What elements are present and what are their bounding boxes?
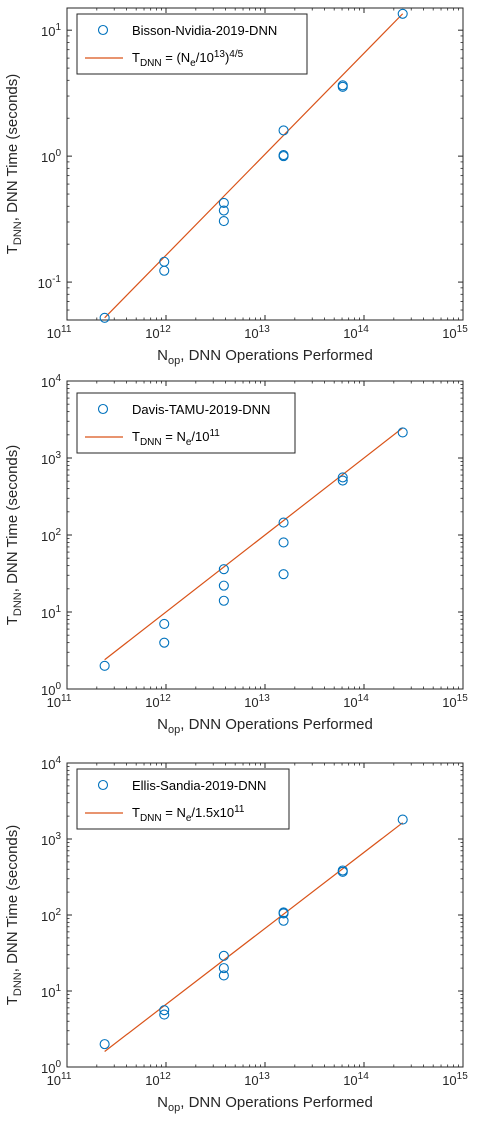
data-point xyxy=(218,950,229,961)
data-point xyxy=(159,265,170,276)
legend-marker-icon xyxy=(97,24,109,36)
data-point xyxy=(337,475,348,486)
fit-line xyxy=(104,822,404,1052)
y-tick-label: 103 xyxy=(41,450,61,467)
legend-box xyxy=(76,768,290,830)
fit-line xyxy=(104,427,404,661)
x-tick-label: 1012 xyxy=(145,324,171,341)
data-point xyxy=(278,915,289,926)
x-axis-label: Nop, DNN Operations Performed xyxy=(157,347,373,367)
x-tick-label: 1014 xyxy=(343,324,369,341)
data-point xyxy=(397,427,408,438)
y-tick-label: 100 xyxy=(41,681,61,698)
data-point xyxy=(218,197,229,208)
x-tick-label: 1014 xyxy=(343,693,369,710)
chart-panel-davis: 1011 1012 1013 1014 1015 100 101 102 103 104 Nop, … xyxy=(4,373,468,736)
legend-marker-icon xyxy=(97,779,109,791)
data-point xyxy=(159,618,170,629)
y-tick-label: 102 xyxy=(41,527,61,544)
data-point xyxy=(218,963,229,974)
data-point xyxy=(159,1009,170,1020)
legend-marker-icon xyxy=(97,403,109,415)
minor-ticks xyxy=(67,381,463,689)
y-tick-label: 101 xyxy=(41,22,61,39)
x-axis-label: Nop, DNN Operations Performed xyxy=(157,1094,373,1114)
fit-line xyxy=(104,13,404,319)
data-point xyxy=(397,814,408,825)
x-tick-label: 1013 xyxy=(244,324,270,341)
x-tick-label: 1013 xyxy=(244,1071,270,1088)
y-tick-label: 100 xyxy=(41,148,61,165)
y-tick-label: 102 xyxy=(41,907,61,924)
minor-ticks xyxy=(67,8,463,320)
y-axis-label: TDNN, DNN Time (seconds) xyxy=(4,445,24,626)
data-point xyxy=(337,866,348,877)
x-tick-label: 1012 xyxy=(145,693,171,710)
data-point xyxy=(218,580,229,591)
x-tick-label: 1014 xyxy=(343,1071,369,1088)
data-point xyxy=(159,637,170,648)
y-tick-label: 103 xyxy=(41,831,61,848)
x-axis-label: Nop, DNN Operations Performed xyxy=(157,716,373,736)
minor-ticks xyxy=(67,763,463,1067)
y-tick-label: 104 xyxy=(41,373,61,390)
data-point xyxy=(99,312,110,323)
y-axis-label: TDNN, DNN Time (seconds) xyxy=(4,74,24,255)
legend-marker-label: Ellis-Sandia-2019-DNN xyxy=(132,778,266,793)
data-point xyxy=(159,1005,170,1016)
legend-box xyxy=(76,392,296,454)
x-tick-label: 1011 xyxy=(47,324,72,341)
chart-panel-ellis: 1011 1012 1013 1014 1015 100 101 102 103 104 Nop, … xyxy=(4,755,468,1114)
data-point xyxy=(278,537,289,548)
y-tick-label: 104 xyxy=(41,755,61,772)
data-point xyxy=(218,216,229,227)
y-tick-label: 10-1 xyxy=(38,274,62,291)
x-tick-label: 1015 xyxy=(442,324,468,341)
legend: Davis-TAMU-2019-DNN TDNN = Ne/1011 xyxy=(76,392,296,454)
legend: Ellis-Sandia-2019-DNN TDNN = Ne/1.5x1011 xyxy=(76,768,290,830)
data-point xyxy=(278,151,289,162)
data-point xyxy=(337,472,348,483)
data-point xyxy=(278,517,289,528)
data-point xyxy=(218,595,229,606)
legend-marker-label: Bisson-Nvidia-2019-DNN xyxy=(132,23,277,38)
data-point xyxy=(159,256,170,267)
data-point xyxy=(278,908,289,919)
y-axis-label: TDNN, DNN Time (seconds) xyxy=(4,825,24,1006)
y-tick-label: 100 xyxy=(41,1059,61,1076)
legend-marker-label: Davis-TAMU-2019-DNN xyxy=(132,402,270,417)
x-tick-label: 1011 xyxy=(47,1071,72,1088)
data-point xyxy=(278,125,289,136)
x-tick-label: 1015 xyxy=(442,1071,468,1088)
data-point xyxy=(337,81,348,92)
legend-box xyxy=(76,13,308,75)
data-point xyxy=(99,1039,110,1050)
legend-line-label: TDNN = Ne/1.5x1011 xyxy=(132,804,245,824)
data-point xyxy=(278,569,289,580)
y-tick-label: 101 xyxy=(41,604,61,621)
data-point xyxy=(218,564,229,575)
legend-line-label: TDNN = (Ne/1013)4/5 xyxy=(132,49,244,69)
legend: Bisson-Nvidia-2019-DNN TDNN = (Ne/1013)4/… xyxy=(76,13,308,75)
legend-line-label: TDNN = Ne/1011 xyxy=(132,428,220,448)
data-point xyxy=(99,660,110,671)
x-tick-label: 1012 xyxy=(145,1071,171,1088)
data-point xyxy=(397,8,408,19)
y-tick-label: 101 xyxy=(41,983,61,1000)
x-tick-label: 1015 xyxy=(442,693,468,710)
data-point xyxy=(218,205,229,216)
chart-panel-bisson: 1011 1012 1013 1014 1015 10-1 100 101 Nop, DNN O… xyxy=(4,7,468,367)
data-point xyxy=(218,970,229,981)
x-tick-label: 1013 xyxy=(244,693,270,710)
x-tick-label: 1011 xyxy=(47,693,72,710)
